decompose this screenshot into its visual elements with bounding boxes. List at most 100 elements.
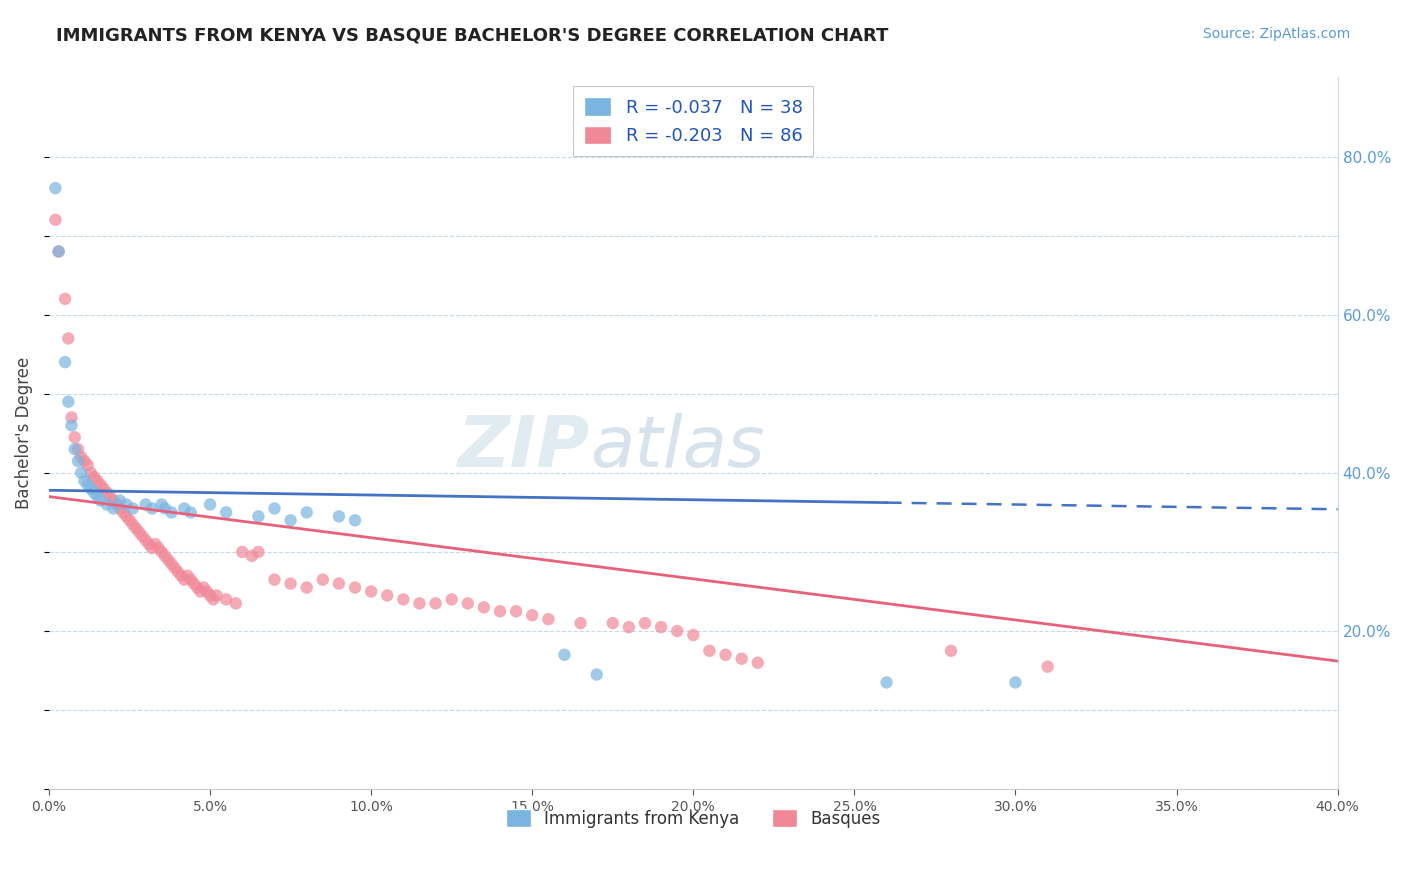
Point bbox=[89, 477, 111, 491]
Point bbox=[198, 589, 221, 603]
Point bbox=[60, 418, 83, 433]
Point bbox=[198, 498, 221, 512]
Point bbox=[166, 565, 188, 579]
Point bbox=[280, 576, 302, 591]
Point bbox=[108, 501, 131, 516]
Text: IMMIGRANTS FROM KENYA VS BASQUE BACHELOR'S DEGREE CORRELATION CHART: IMMIGRANTS FROM KENYA VS BASQUE BACHELOR… bbox=[56, 27, 889, 45]
Point bbox=[131, 529, 153, 543]
Point bbox=[408, 596, 430, 610]
Point bbox=[180, 505, 202, 519]
Point bbox=[650, 620, 672, 634]
Point bbox=[247, 545, 270, 559]
Point bbox=[876, 675, 898, 690]
Point bbox=[193, 581, 215, 595]
Point bbox=[170, 568, 193, 582]
Point bbox=[128, 525, 150, 540]
Point bbox=[96, 485, 118, 500]
Point bbox=[176, 568, 198, 582]
Point bbox=[225, 596, 247, 610]
Point bbox=[215, 592, 238, 607]
Point bbox=[63, 430, 86, 444]
Point bbox=[121, 501, 143, 516]
Point bbox=[489, 604, 512, 618]
Point bbox=[263, 573, 285, 587]
Point bbox=[118, 513, 141, 527]
Point bbox=[115, 509, 138, 524]
Point bbox=[53, 355, 76, 369]
Point bbox=[553, 648, 575, 662]
Point bbox=[157, 553, 180, 567]
Point bbox=[150, 498, 173, 512]
Point bbox=[150, 545, 173, 559]
Point bbox=[699, 644, 721, 658]
Text: Source: ZipAtlas.com: Source: ZipAtlas.com bbox=[1202, 27, 1350, 41]
Point bbox=[153, 501, 176, 516]
Point bbox=[143, 537, 166, 551]
Point bbox=[76, 477, 98, 491]
Point bbox=[939, 644, 962, 658]
Point bbox=[66, 442, 89, 457]
Point bbox=[141, 501, 163, 516]
Point bbox=[714, 648, 737, 662]
Point bbox=[295, 581, 318, 595]
Point bbox=[183, 576, 205, 591]
Point bbox=[180, 573, 202, 587]
Point bbox=[48, 244, 70, 259]
Point bbox=[105, 498, 128, 512]
Point bbox=[86, 474, 108, 488]
Point bbox=[135, 498, 157, 512]
Point bbox=[103, 493, 125, 508]
Point bbox=[344, 513, 367, 527]
Point bbox=[617, 620, 640, 634]
Point bbox=[141, 541, 163, 555]
Point bbox=[135, 533, 157, 547]
Text: ZIP: ZIP bbox=[458, 413, 591, 482]
Point bbox=[44, 181, 66, 195]
Point bbox=[202, 592, 225, 607]
Point bbox=[58, 331, 80, 345]
Point bbox=[263, 501, 285, 516]
Point bbox=[80, 466, 103, 480]
Point bbox=[295, 505, 318, 519]
Point bbox=[375, 589, 398, 603]
Point bbox=[121, 517, 143, 532]
Point bbox=[215, 505, 238, 519]
Point bbox=[58, 394, 80, 409]
Point bbox=[457, 596, 479, 610]
Point bbox=[70, 466, 93, 480]
Point bbox=[682, 628, 704, 642]
Point bbox=[392, 592, 415, 607]
Point bbox=[112, 505, 135, 519]
Point bbox=[125, 521, 148, 535]
Point bbox=[440, 592, 463, 607]
Point bbox=[98, 490, 121, 504]
Point bbox=[103, 501, 125, 516]
Point bbox=[328, 576, 350, 591]
Legend: Immigrants from Kenya, Basques: Immigrants from Kenya, Basques bbox=[499, 803, 887, 834]
Point bbox=[186, 581, 208, 595]
Point bbox=[472, 600, 495, 615]
Point bbox=[505, 604, 527, 618]
Point bbox=[53, 292, 76, 306]
Point bbox=[312, 573, 335, 587]
Point bbox=[240, 549, 263, 563]
Point bbox=[666, 624, 689, 638]
Point bbox=[108, 493, 131, 508]
Point bbox=[328, 509, 350, 524]
Point bbox=[747, 656, 769, 670]
Point bbox=[70, 450, 93, 464]
Point bbox=[44, 212, 66, 227]
Point bbox=[93, 482, 115, 496]
Point bbox=[205, 589, 228, 603]
Point bbox=[76, 458, 98, 472]
Point bbox=[83, 485, 105, 500]
Y-axis label: Bachelor's Degree: Bachelor's Degree bbox=[15, 357, 32, 509]
Point bbox=[231, 545, 253, 559]
Point bbox=[60, 410, 83, 425]
Point bbox=[160, 505, 183, 519]
Point bbox=[569, 616, 592, 631]
Point bbox=[1004, 675, 1026, 690]
Point bbox=[163, 561, 186, 575]
Point bbox=[730, 651, 752, 665]
Point bbox=[522, 608, 544, 623]
